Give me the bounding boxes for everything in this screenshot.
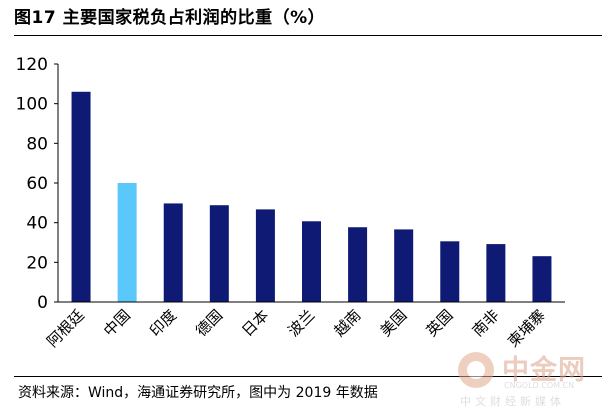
bar-美国 <box>394 229 414 302</box>
bar-德国 <box>209 205 229 302</box>
x-tick-label: 美国 <box>377 306 411 340</box>
chart-title: 图17 主要国家税负占利润的比重（%） <box>14 8 326 28</box>
x-tick-label: 柬埔寨 <box>504 306 549 351</box>
y-tick-label: 60 <box>26 174 48 194</box>
x-tick-label: 中国 <box>100 306 134 340</box>
x-tick-label: 越南 <box>330 306 364 340</box>
watermark-url: CNGOLD.COM.CN <box>504 381 575 390</box>
source-note: 资料来源：Wind，海通证券研究所，图中为 2019 年数据 <box>18 385 378 401</box>
y-tick-label: 40 <box>26 214 48 234</box>
x-tick-label: 阿根廷 <box>43 306 88 351</box>
bar-中国 <box>117 183 137 302</box>
bar-柬埔寨 <box>532 256 552 302</box>
watermark-name: 中金网 <box>502 355 586 386</box>
title-divider <box>14 35 602 36</box>
x-axis: 阿根廷 中国 印度 德国 日本 波兰 越南 美国 英国 南非 柬埔寨 <box>43 301 565 351</box>
bar-阿根廷 <box>71 91 91 303</box>
footer-divider <box>14 376 602 377</box>
x-tick-label: 南非 <box>469 306 503 340</box>
bar-波兰 <box>302 221 321 302</box>
x-tick-label: 英国 <box>423 306 457 340</box>
x-tick-label: 德国 <box>192 306 226 340</box>
bar-chart: 0 20 40 60 80 100 120 阿根廷 中国 印度 德国 日本 波兰 越南 美国 英国 南非 柬埔寨 <box>16 55 565 351</box>
bar-日本 <box>255 209 275 302</box>
y-tick-label: 80 <box>26 134 48 154</box>
x-tick-label: 日本 <box>238 306 272 340</box>
bar-越南 <box>348 227 368 302</box>
x-tick-label: 波兰 <box>284 306 318 340</box>
y-tick-label: 0 <box>37 293 48 313</box>
bar-英国 <box>440 241 460 302</box>
x-tick-label: 印度 <box>146 306 180 340</box>
y-axis: 0 20 40 60 80 100 120 <box>16 55 59 313</box>
bar-印度 <box>163 203 183 302</box>
y-tick-label: 20 <box>26 253 48 273</box>
watermark-tagline: 中文财经新媒体 <box>460 395 565 408</box>
bar-南非 <box>486 244 506 302</box>
y-tick-label: 100 <box>16 95 48 115</box>
watermark: 中金网 CNGOLD.COM.CN 中文财经新媒体 <box>450 346 610 416</box>
cngold-logo-icon <box>458 352 494 388</box>
bar-series <box>71 91 552 303</box>
y-tick-label: 120 <box>16 55 48 75</box>
